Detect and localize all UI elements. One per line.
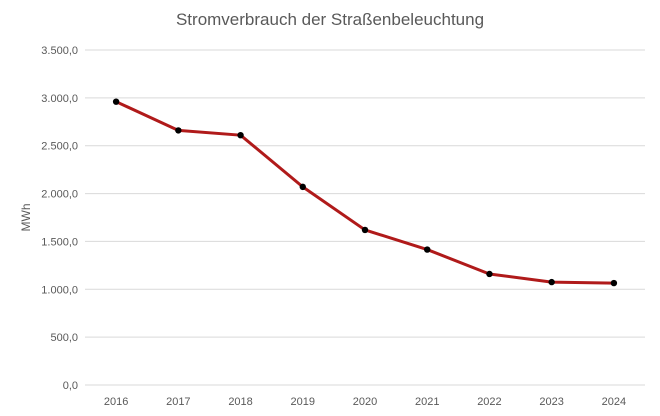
- x-tick-label: 2018: [228, 396, 252, 408]
- x-tick-label: 2022: [477, 396, 501, 408]
- data-point: [486, 270, 493, 278]
- x-tick-label: 2023: [539, 396, 563, 408]
- data-point: [237, 131, 244, 139]
- x-tick-label: 2019: [291, 396, 315, 408]
- y-tick-label: 2.000,0: [41, 189, 78, 201]
- data-point: [424, 246, 431, 253]
- y-tick-label: 3.000,0: [41, 93, 78, 105]
- y-tick-label: 1.500,0: [41, 236, 78, 248]
- data-point: [112, 98, 120, 105]
- y-tick-label: 3.500,0: [41, 45, 78, 57]
- data-point: [361, 226, 369, 234]
- x-tick-label: 2017: [166, 396, 190, 408]
- chart-title: Stromverbrauch der Straßenbeleuchtung: [175, 10, 485, 29]
- series-line: [114, 100, 616, 285]
- x-tick-label: 2020: [353, 396, 377, 408]
- y-axis-label: MWh: [19, 204, 33, 232]
- data-point: [610, 279, 618, 287]
- x-tick-label: 2016: [104, 396, 128, 408]
- data-point: [548, 278, 555, 286]
- y-tick-label: 1.000,0: [41, 284, 78, 296]
- x-tick-label: 2021: [415, 396, 439, 408]
- data-point: [299, 183, 306, 191]
- y-tick-label: 2.500,0: [41, 141, 78, 153]
- x-tick-label: 2024: [602, 396, 626, 408]
- data-point: [175, 127, 182, 134]
- y-tick-label: 500,0: [50, 332, 78, 344]
- y-tick-label: 0,0: [63, 380, 78, 392]
